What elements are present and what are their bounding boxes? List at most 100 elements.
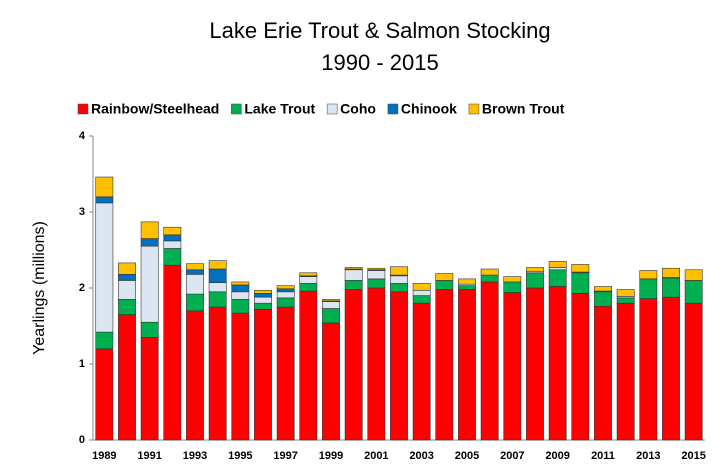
y-tick-label: 3: [79, 206, 85, 218]
bar-segment: [299, 276, 318, 284]
bar-segment: [140, 321, 159, 338]
x-tick-label: 2001: [364, 450, 388, 462]
bar-segment: [503, 281, 522, 293]
x-tick-label: 1993: [183, 450, 207, 462]
bar-segment: [140, 337, 159, 441]
bar-segment: [163, 234, 182, 242]
x-tick-label: 2005: [455, 450, 479, 462]
bar-segment: [435, 273, 454, 281]
bar-segment: [118, 314, 136, 441]
bar-segment: [95, 176, 114, 198]
bar-segment: [662, 296, 680, 441]
bar-segment: [526, 267, 544, 272]
bar-segment: [186, 310, 204, 441]
bar-segment: [140, 221, 159, 239]
bar-segment: [390, 283, 408, 293]
bar-segment: [344, 280, 363, 290]
bar-segment: [276, 297, 295, 308]
legend-label: Brown Trout: [482, 101, 565, 117]
bar-segment: [639, 270, 658, 280]
bar-segment: [254, 293, 272, 298]
legend-label: Lake Trout: [244, 101, 315, 117]
bar-segment: [163, 240, 182, 249]
bar-segment: [390, 275, 408, 284]
bar-segment: [254, 296, 272, 304]
bar-segment: [367, 267, 386, 271]
bar-segment: [163, 264, 182, 441]
bar-segment: [344, 267, 363, 270]
y-tick-label: 4: [79, 130, 86, 142]
x-tick-label: 1999: [319, 450, 343, 462]
bar-segment: [186, 274, 204, 295]
bar-segment: [254, 308, 272, 441]
bar-segment: [571, 272, 590, 294]
bar-segment: [548, 261, 567, 268]
bar-segment: [390, 291, 408, 441]
y-tick-label: 2: [79, 282, 85, 294]
bar-segment: [662, 267, 680, 278]
bar-segment: [208, 291, 227, 308]
bar-segment: [95, 348, 114, 441]
bar-segment: [231, 291, 250, 300]
bar-segment: [344, 289, 363, 441]
bar-segment: [367, 287, 386, 441]
chart-subtitle: 1990 - 2015: [321, 50, 438, 75]
bar-segment: [118, 280, 136, 300]
bar-segment: [503, 276, 522, 283]
x-tick-label: 2007: [500, 450, 524, 462]
bar-segment: [594, 286, 612, 292]
bar-segment: [367, 278, 386, 289]
bar-segment: [254, 302, 272, 310]
bar-segment: [208, 268, 227, 283]
bar-segment: [140, 238, 159, 247]
bar-segment: [480, 268, 499, 276]
y-tick-label: 0: [79, 434, 85, 446]
bar-segment: [458, 289, 476, 441]
x-tick-label: 1989: [92, 450, 116, 462]
bar-segment: [526, 287, 544, 441]
bar-segment: [299, 283, 318, 292]
legend-swatch: [231, 103, 242, 115]
bar-segment: [231, 299, 250, 314]
bar-segment: [684, 269, 703, 281]
bar-segment: [684, 302, 703, 441]
bar-segment: [344, 269, 363, 281]
bar-segment: [480, 274, 499, 283]
bar-segment: [276, 288, 295, 293]
bar-segment: [639, 298, 658, 441]
bar-segment: [412, 289, 431, 296]
bar-segment: [95, 202, 114, 333]
bar-segment: [140, 245, 159, 323]
x-tick-label: 1997: [273, 450, 297, 462]
bar-segment: [118, 274, 136, 281]
chart-title: Lake Erie Trout & Salmon Stocking: [209, 18, 550, 43]
bar-segment: [231, 284, 250, 293]
legend-swatch: [387, 103, 399, 115]
x-tick-label: 2003: [409, 450, 433, 462]
legend-swatch: [468, 103, 480, 115]
bar-segment: [458, 278, 476, 285]
bar-segment: [684, 280, 703, 304]
bar-segment: [548, 269, 567, 287]
bar-segment: [118, 299, 136, 315]
bar-segment: [276, 285, 295, 290]
bar-segment: [480, 281, 499, 441]
legend-swatch: [326, 103, 338, 115]
y-tick-label: 1: [79, 358, 85, 370]
legend-label: Coho: [340, 101, 376, 117]
bar-segment: [390, 266, 408, 276]
x-tick-label: 1991: [137, 450, 161, 462]
bar-segment: [367, 270, 386, 280]
bar-segment: [526, 272, 544, 289]
bar-segment: [322, 308, 340, 324]
bar-segment: [616, 302, 635, 441]
bar-segment: [163, 226, 182, 236]
bar-segment: [458, 285, 476, 290]
bar-segment: [322, 322, 340, 441]
legend-label: Rainbow/Steelhead: [91, 101, 219, 117]
bar-segment: [208, 260, 227, 270]
x-tick-label: 2009: [545, 450, 569, 462]
bar-segment: [95, 331, 114, 350]
bar-segment: [276, 306, 295, 441]
